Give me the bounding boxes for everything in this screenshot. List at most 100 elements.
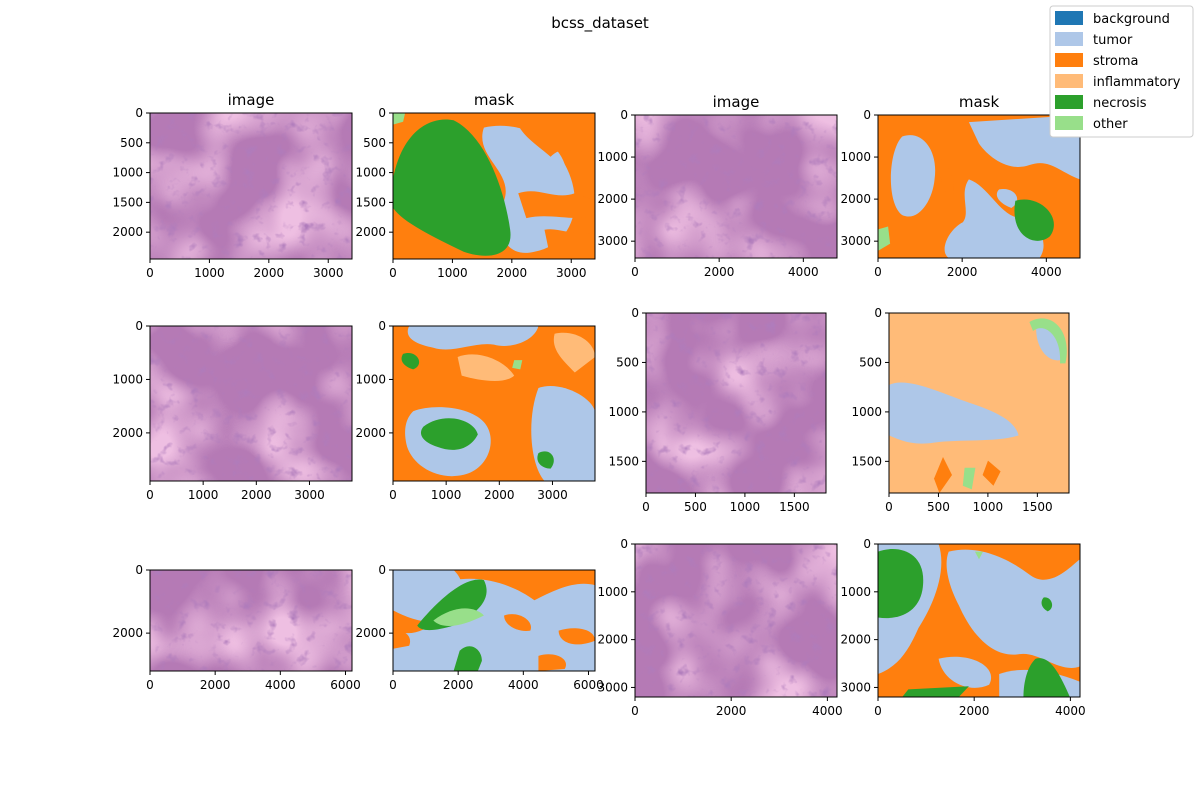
panel-frame-9 <box>149 569 353 672</box>
y-tick-label: 3000 <box>597 234 628 248</box>
tissue-image-11 <box>635 544 837 697</box>
y-tick-label: 1000 <box>608 405 639 419</box>
x-tick-label: 0 <box>631 265 639 279</box>
panel-frame-12 <box>877 543 1081 698</box>
mask-region-10-7 <box>558 628 595 645</box>
x-tick-label: 1000 <box>431 488 462 502</box>
legend-swatch-tumor <box>1055 32 1083 46</box>
tissue-image-5 <box>150 326 352 481</box>
mask-region-12-4 <box>878 548 924 619</box>
mask-region-10-8 <box>538 654 567 671</box>
x-tick-label: 0 <box>389 488 397 502</box>
panel-frame-6 <box>392 325 596 482</box>
panel-frame-7 <box>645 312 827 494</box>
mask-region-10-2 <box>417 579 487 631</box>
mask-region-8-1 <box>889 382 1019 444</box>
segmentation-mask-6 <box>393 326 595 481</box>
y-tick-label: 3000 <box>840 680 871 694</box>
mask-region-4-0 <box>890 135 936 217</box>
mask-region-12-5 <box>1023 658 1070 697</box>
mask-region-6-2 <box>531 385 595 481</box>
x-tick-label: 0 <box>146 678 154 692</box>
y-tick-label: 2000 <box>840 192 871 206</box>
y-tick-label: 0 <box>620 108 628 122</box>
mask-region-2-2 <box>514 113 595 157</box>
y-tick-label: 1000 <box>840 585 871 599</box>
panel-frame-11 <box>634 543 838 698</box>
x-tick-label: 1500 <box>779 500 810 514</box>
mask-region-12-8 <box>974 551 984 560</box>
segmentation-mask-4 <box>878 115 1080 258</box>
mask-region-4-4 <box>1014 199 1054 241</box>
y-tick-label: 500 <box>616 355 639 369</box>
x-tick-label: 4000 <box>1055 704 1086 718</box>
x-tick-label: 0 <box>631 704 639 718</box>
x-tick-label: 500 <box>927 500 950 514</box>
x-tick-label: 3000 <box>294 488 325 502</box>
mask-region-8-3 <box>1029 318 1067 364</box>
x-tick-label: 2000 <box>443 678 474 692</box>
x-tick-label: 0 <box>642 500 650 514</box>
mask-region-8-5 <box>982 460 1001 486</box>
legend-label-necrosis: necrosis <box>1093 96 1147 111</box>
y-tick-label: 0 <box>631 306 639 320</box>
mask-region-4-2 <box>944 179 1044 258</box>
panel-title-2: mask <box>474 91 515 109</box>
x-tick-label: 2000 <box>704 265 735 279</box>
panel-frame-1 <box>149 112 353 260</box>
legend-label-stroma: stroma <box>1093 54 1139 69</box>
x-tick-label: 500 <box>684 500 707 514</box>
y-tick-label: 1000 <box>112 372 143 386</box>
mask-region-12-2 <box>938 656 992 688</box>
panel-10-mask: 0 2000 4000 6000 0 2000 <box>355 563 603 692</box>
y-tick-label: 1000 <box>840 150 871 164</box>
x-tick-label: 0 <box>146 488 154 502</box>
y-tick-label: 1000 <box>112 166 143 180</box>
y-tick-label: 2000 <box>355 225 386 239</box>
y-tick-label: 0 <box>874 306 882 320</box>
mask-region-4-6 <box>878 226 891 251</box>
mask-region-6-6 <box>401 353 420 370</box>
x-tick-label: 6000 <box>330 678 361 692</box>
x-tick-label: 2000 <box>254 266 285 280</box>
panel-7-image: 0 500 1000 1500 0 500 1000 1500 <box>608 306 827 514</box>
x-tick-label: 2000 <box>241 488 272 502</box>
tissue-image-7 <box>646 313 826 493</box>
x-tick-label: 0 <box>389 678 397 692</box>
panel-8-mask: 0 500 1000 1500 0 500 1000 1500 <box>851 306 1070 514</box>
y-tick-label: 0 <box>378 563 386 577</box>
x-tick-label: 0 <box>885 500 893 514</box>
y-tick-label: 1000 <box>355 372 386 386</box>
figure-title: bcss_dataset <box>551 14 649 33</box>
legend-label-other: other <box>1093 117 1128 132</box>
x-tick-label: 3000 <box>537 488 568 502</box>
y-tick-label: 500 <box>120 136 143 150</box>
x-tick-label: 4000 <box>812 704 843 718</box>
mask-region-4-3 <box>996 188 1018 208</box>
mask-region-6-7 <box>537 451 554 469</box>
y-tick-label: 1000 <box>597 585 628 599</box>
x-tick-label: 2000 <box>716 704 747 718</box>
mask-region-6-3 <box>457 354 515 381</box>
tissue-image-9 <box>150 570 352 671</box>
panel-title-4: mask <box>959 93 1000 111</box>
x-tick-label: 0 <box>146 266 154 280</box>
mask-region-2-4 <box>544 229 595 259</box>
y-tick-label: 1500 <box>608 454 639 468</box>
panel-9-image: 0 2000 4000 6000 0 2000 <box>112 563 360 692</box>
legend-swatch-background <box>1055 11 1083 25</box>
x-tick-label: 1000 <box>194 266 225 280</box>
legend-frame <box>1049 5 1194 138</box>
y-tick-label: 2000 <box>355 626 386 640</box>
x-tick-label: 3000 <box>556 266 587 280</box>
legend-swatch-inflammatory <box>1055 74 1083 88</box>
x-tick-label: 2000 <box>200 678 231 692</box>
panel-12-mask: 0 2000 4000 0 1000 2000 3000 <box>840 537 1085 718</box>
y-tick-label: 2000 <box>112 626 143 640</box>
y-tick-label: 500 <box>363 136 386 150</box>
segmentation-mask-10 <box>393 570 595 671</box>
x-tick-label: 4000 <box>788 265 819 279</box>
y-tick-label: 2000 <box>840 633 871 647</box>
panel-2-mask: mask 0 1000 2000 3000 0 500 1000 1500 2000 <box>355 91 596 280</box>
